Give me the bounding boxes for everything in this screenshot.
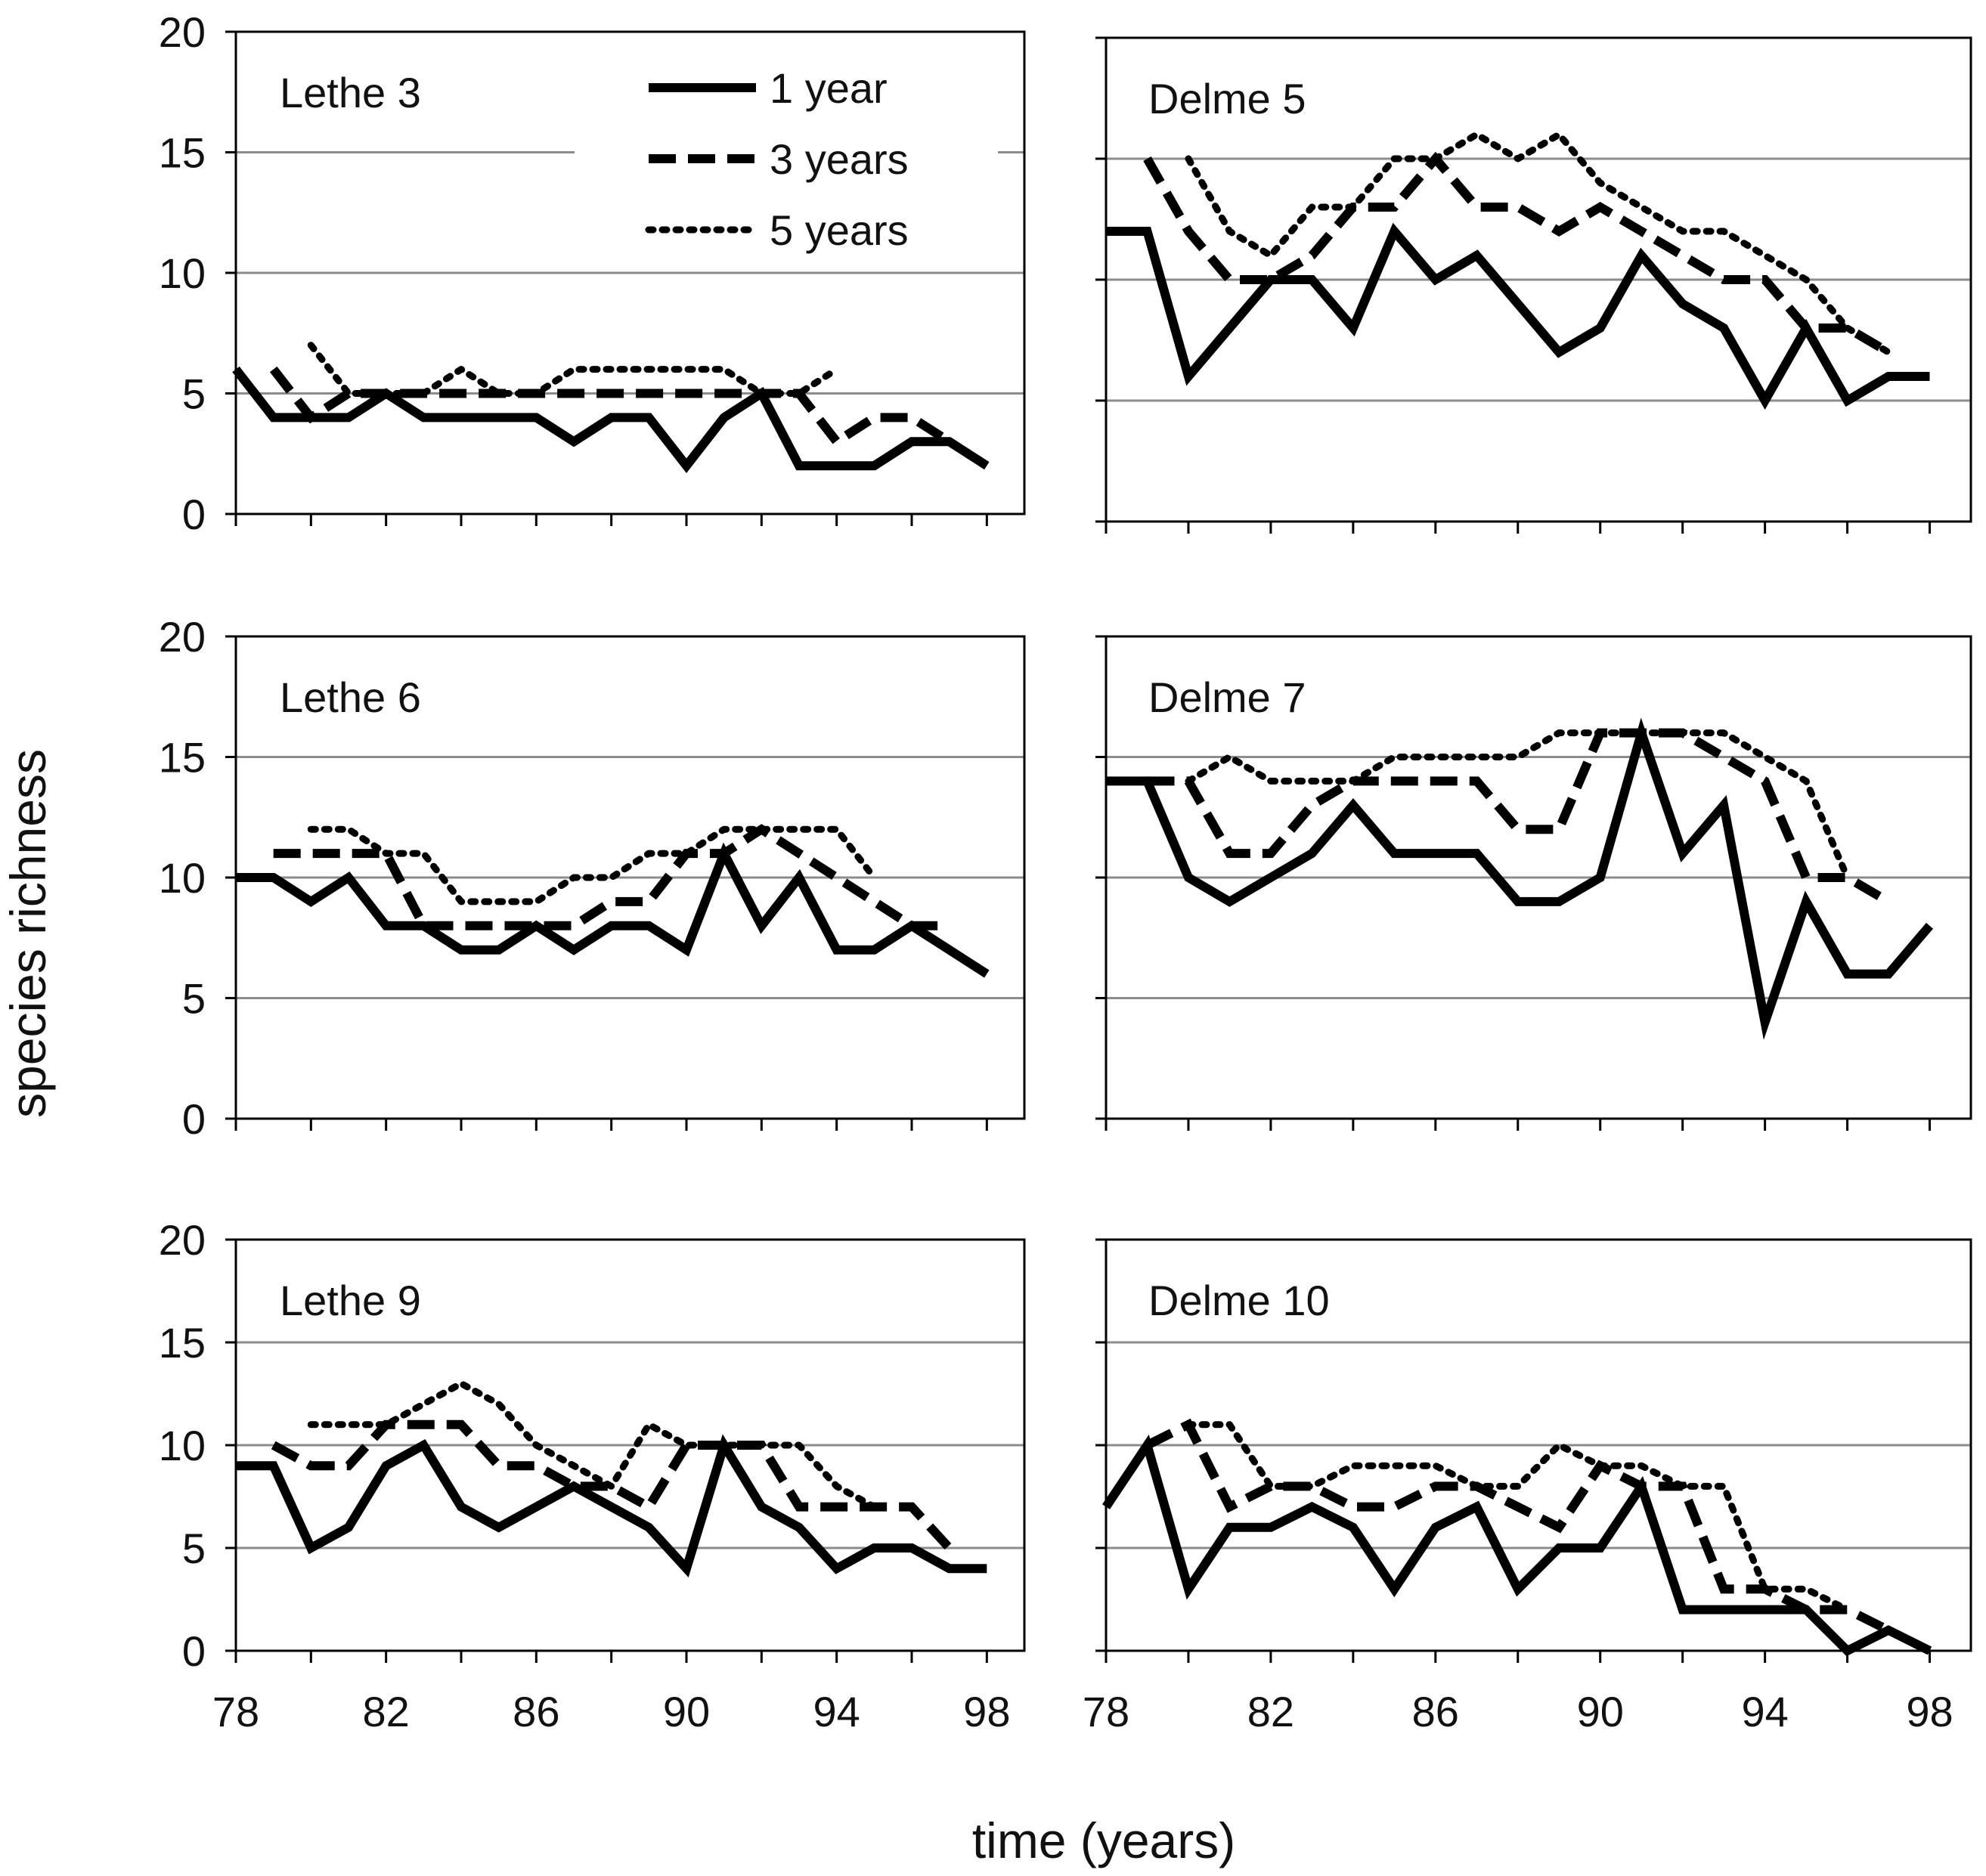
panel-3: 0 5 10 15 20 Lethe 6: [159, 613, 1026, 1143]
x-tick-label: 78: [212, 1688, 259, 1735]
series-line-5-years: [1185, 131, 1892, 356]
series-line-5-years: [307, 1379, 878, 1511]
series-line-5-years: [307, 825, 878, 905]
y-tick-label: 20: [159, 1216, 206, 1264]
panel-5: 78 82 86 90 94 98 0 5 10 15 20 Lethe 9: [159, 1216, 1026, 1735]
series-line-1-year: [1106, 222, 1930, 410]
y-tick-label: 10: [159, 1422, 206, 1469]
y-tick-label: 10: [159, 854, 206, 902]
y-tick-label: 15: [159, 129, 206, 177]
panel-2: Delme 5: [1095, 36, 1972, 534]
panel-6: 78 82 86 90 94 98 Delme 10: [1083, 1238, 1972, 1735]
panel-title: Delme 5: [1148, 75, 1306, 122]
y-tick-label: 0: [182, 1627, 206, 1675]
panel-title: Delme 10: [1148, 1277, 1330, 1324]
panel-title: Delme 7: [1148, 673, 1306, 721]
x-tick-label: 90: [663, 1688, 710, 1735]
series-line-5-years: [307, 342, 841, 397]
series-line-1-year: [236, 842, 990, 978]
series-line-1-year: [1106, 717, 1934, 1040]
panel-title: Lethe 6: [280, 673, 421, 721]
x-tick-label: 94: [813, 1688, 860, 1735]
y-tick-label: 10: [159, 249, 206, 297]
panel-4: Delme 7: [1095, 635, 1972, 1131]
series-line-1-year: [236, 1434, 987, 1578]
x-tick-label: 86: [1412, 1688, 1459, 1735]
x-tick-label: 98: [1906, 1688, 1953, 1735]
panel-title: Lethe 9: [280, 1277, 421, 1324]
y-tick-label: 20: [159, 613, 206, 661]
series-line-1-year: [232, 366, 990, 473]
x-tick-label: 82: [1247, 1688, 1294, 1735]
x-tick-label: 94: [1741, 1688, 1788, 1735]
x-tick-label: 90: [1577, 1688, 1624, 1735]
y-tick-label: 0: [182, 1095, 206, 1143]
panel-title: Lethe 3: [280, 69, 421, 116]
y-tick-label: 15: [159, 734, 206, 782]
y-axis-title: species richness: [0, 749, 56, 1118]
x-tick-label: 82: [363, 1688, 410, 1735]
x-tick-label: 98: [963, 1688, 1010, 1735]
legend-label-5-years: 5 years: [770, 206, 909, 254]
panels: 0 5 10 15 20 Lethe 3 Delme 5 0 5 10 15 20 Lethe 6 Del…: [159, 8, 1972, 1735]
series-line-5-years: [1185, 729, 1851, 881]
legend-background: [575, 45, 998, 265]
y-tick-label: 0: [182, 491, 206, 538]
y-tick-label: 15: [159, 1319, 206, 1367]
y-tick-label: 5: [182, 975, 206, 1023]
legend: 1 year 3 years 5 years: [575, 45, 998, 265]
series-line-1-year: [1102, 1434, 1932, 1657]
panel-1: 0 5 10 15 20 Lethe 3: [159, 8, 1026, 538]
y-tick-label: 5: [182, 370, 206, 418]
series-line-3-years: [1143, 151, 1892, 357]
y-tick-label: 5: [182, 1525, 206, 1572]
x-axis-title: time (years): [972, 1813, 1235, 1868]
x-tick-label: 78: [1083, 1688, 1129, 1735]
legend-label-3-years: 3 years: [770, 135, 909, 183]
y-tick-label: 20: [159, 8, 206, 56]
x-tick-label: 86: [513, 1688, 559, 1735]
series-line-5-years: [1185, 1421, 1851, 1614]
series-line-3-years: [1147, 728, 1892, 906]
legend-label-1-year: 1 year: [770, 64, 888, 112]
